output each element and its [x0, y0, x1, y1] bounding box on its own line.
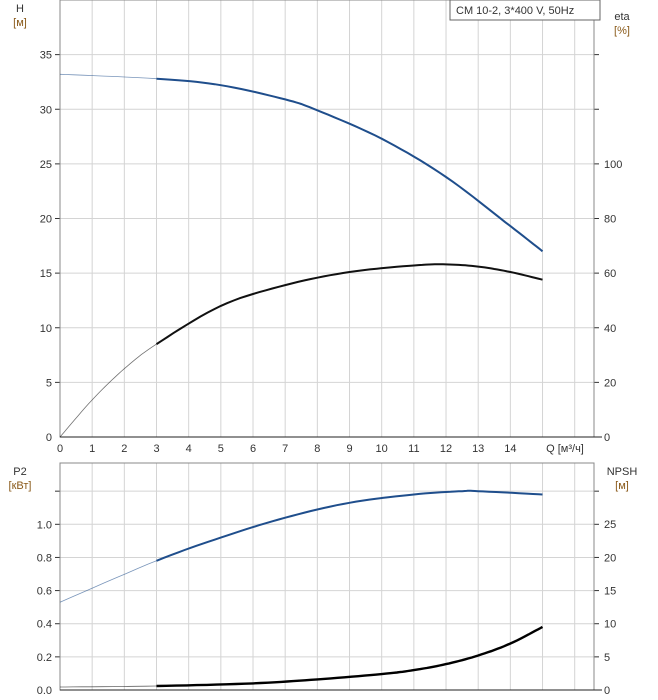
y-left-tick-label: 35: [40, 50, 52, 62]
y-right-tick-label: 5: [604, 652, 610, 664]
y-left-tick-label: 10: [40, 323, 52, 335]
x-tick-label: 11: [408, 443, 419, 455]
y-left-tick-label: 25: [40, 159, 52, 171]
y-left-unit: [кВт]: [9, 480, 32, 492]
legend-box: [449, 0, 601, 21]
plot-frame: [59, 462, 595, 691]
x-tick-label: 8: [314, 443, 320, 455]
x-tick-label: 9: [346, 443, 352, 455]
y-right-tick-label: 25: [604, 519, 616, 531]
y-left-tick-label: 0.2: [37, 652, 52, 664]
x-tick-label: 14: [504, 443, 516, 455]
y-right-tick-label: 10: [604, 619, 616, 631]
series-h-extrapolated: [59, 73, 157, 80]
y-right-tick-label: 0: [604, 685, 610, 697]
chart-title: CM 10-2, 3*400 V, 50Hz: [456, 5, 574, 17]
y-right-label: eta: [614, 11, 630, 23]
y-right-tick-label: 20: [604, 377, 616, 389]
y-right-unit: [%]: [614, 25, 630, 37]
series-eta-line: [155, 263, 543, 345]
y-left-tick-label: 1.0: [37, 519, 52, 531]
x-tick-label: 0: [57, 443, 63, 455]
y-right-tick-label: 40: [604, 323, 616, 335]
x-axis-label: Q [м³/ч]: [546, 443, 584, 455]
y-right-tick-label: 15: [604, 585, 616, 597]
y-left-unit: [м]: [13, 17, 27, 29]
y-left-label: P2: [13, 466, 26, 478]
x-tick-label: 3: [153, 443, 159, 455]
y-left-tick-label: 5: [46, 377, 52, 389]
y-right-label: NPSH: [607, 466, 638, 478]
y-right-tick-label: 80: [604, 214, 616, 226]
x-tick-label: 13: [472, 443, 484, 455]
x-tick-label: 12: [440, 443, 452, 455]
y-left-tick-label: 0: [46, 432, 52, 444]
y-right-tick-label: 60: [604, 268, 616, 280]
x-tick-label: 7: [282, 443, 288, 455]
y-left-tick-label: 0.6: [37, 586, 52, 598]
x-tick-label: 4: [186, 443, 192, 455]
y-right-tick-label: 0: [604, 432, 610, 444]
x-tick-label: 5: [218, 443, 224, 455]
series-h-line: [156, 77, 544, 253]
series-p2-line: [156, 489, 543, 562]
y-left-label: H: [16, 3, 24, 15]
x-tick-label: 6: [250, 443, 256, 455]
y-right-unit: [м]: [615, 480, 629, 492]
y-left-tick-label: 0.8: [37, 552, 52, 564]
y-left-tick-label: 30: [40, 104, 52, 116]
x-tick-label: 10: [376, 443, 388, 455]
y-left-tick-label: 0.4: [37, 619, 52, 631]
series-p2-extrapolated: [59, 560, 157, 603]
x-tick-label: 2: [121, 443, 127, 455]
series-npsh-line: [156, 625, 544, 688]
x-tick-label: 1: [89, 443, 95, 455]
y-left-tick-label: 20: [40, 214, 52, 226]
series-npsh-extrapolated: [60, 685, 157, 688]
series-eta-extrapolated: [59, 343, 157, 438]
y-left-tick-label: 15: [40, 268, 52, 280]
y-left-tick-label: 0.0: [37, 685, 52, 697]
y-right-tick-label: 20: [604, 552, 616, 564]
y-right-tick-label: 100: [604, 159, 622, 171]
